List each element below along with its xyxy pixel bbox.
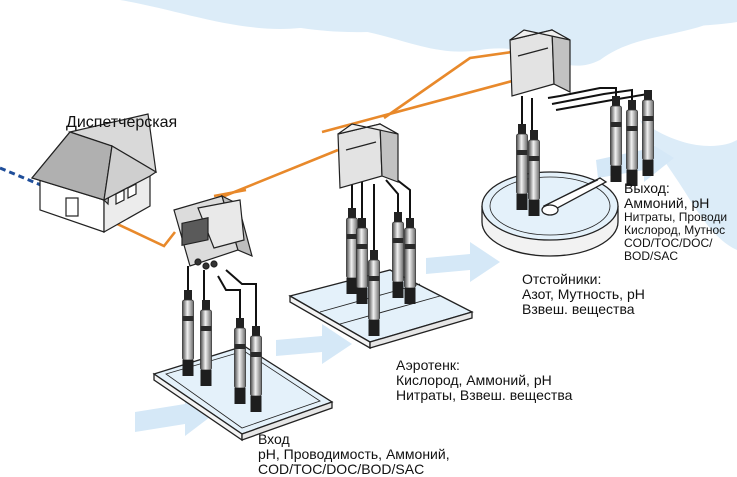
aeration-title: Аэротенк:: [396, 357, 460, 373]
outlet-probe-1: [610, 95, 622, 183]
outlet-label: Выход: Аммоний, pH Нитраты, Проводи Кисл…: [624, 180, 728, 264]
aeration-tank: [288, 269, 474, 350]
aeration-probe-3: [368, 249, 380, 337]
inlet-probe-3: [234, 317, 246, 405]
outlet-title: Выход:: [624, 180, 670, 196]
dispatch-label: Диспетчерская: [66, 114, 178, 131]
network-lines: [95, 50, 517, 248]
outlet-params-line: Аммоний, pH: [624, 195, 710, 212]
aeration-probe-1: [346, 207, 358, 295]
aeration-probe-4: [392, 211, 404, 299]
settler-params-line: Азот, Мутность, pH: [522, 286, 645, 303]
outlet-params-line: BOD/SAC: [624, 249, 679, 264]
aeration-label: Аэротенк: Кислород, Аммоний, pH Нитраты,…: [396, 357, 573, 404]
inlet-params-line: pH, Проводимость, Аммоний,: [258, 446, 450, 463]
inlet-probe-4: [250, 325, 262, 413]
outlet-params-line: Нитраты, Проводи: [624, 210, 728, 225]
aeration-probe-5: [404, 217, 416, 305]
settler-title: Отстойники:: [522, 271, 602, 287]
settler-params-line: Взвеш. вещества: [522, 301, 635, 318]
aeration-params-line: Нитраты, Взвеш. вещества: [396, 387, 573, 404]
settler-probe-1: [516, 123, 528, 211]
inlet-probe-1: [182, 289, 194, 377]
settling-tank: [481, 171, 619, 257]
inlet-title: Вход: [258, 431, 290, 447]
settler-probe-2: [528, 129, 540, 217]
settler-label: Отстойники: Азот, Мутность, pH Взвеш. ве…: [522, 271, 645, 318]
aeration-params-line: Кислород, Аммоний, pH: [396, 372, 552, 389]
outlet-params-line: COD/TOC/DOC/: [624, 236, 713, 251]
aeration-probe-2: [356, 217, 368, 305]
outlet-probe-2: [626, 99, 638, 187]
dispatch-building: [30, 113, 158, 234]
aeration-transmitter: [337, 122, 399, 189]
inlet-probe-2: [200, 299, 212, 387]
outlet-params-line: Кислород, Мутнос: [624, 223, 726, 238]
outlet-probe-3: [642, 89, 654, 177]
inlet-controller: [173, 194, 253, 270]
inlet-label: Вход pH, Проводимость, Аммоний, COD/TOC/…: [258, 431, 450, 477]
settler-transmitter: [509, 28, 571, 97]
inlet-params-line: COD/TOC/DOC/BOD/SAC: [258, 461, 425, 477]
